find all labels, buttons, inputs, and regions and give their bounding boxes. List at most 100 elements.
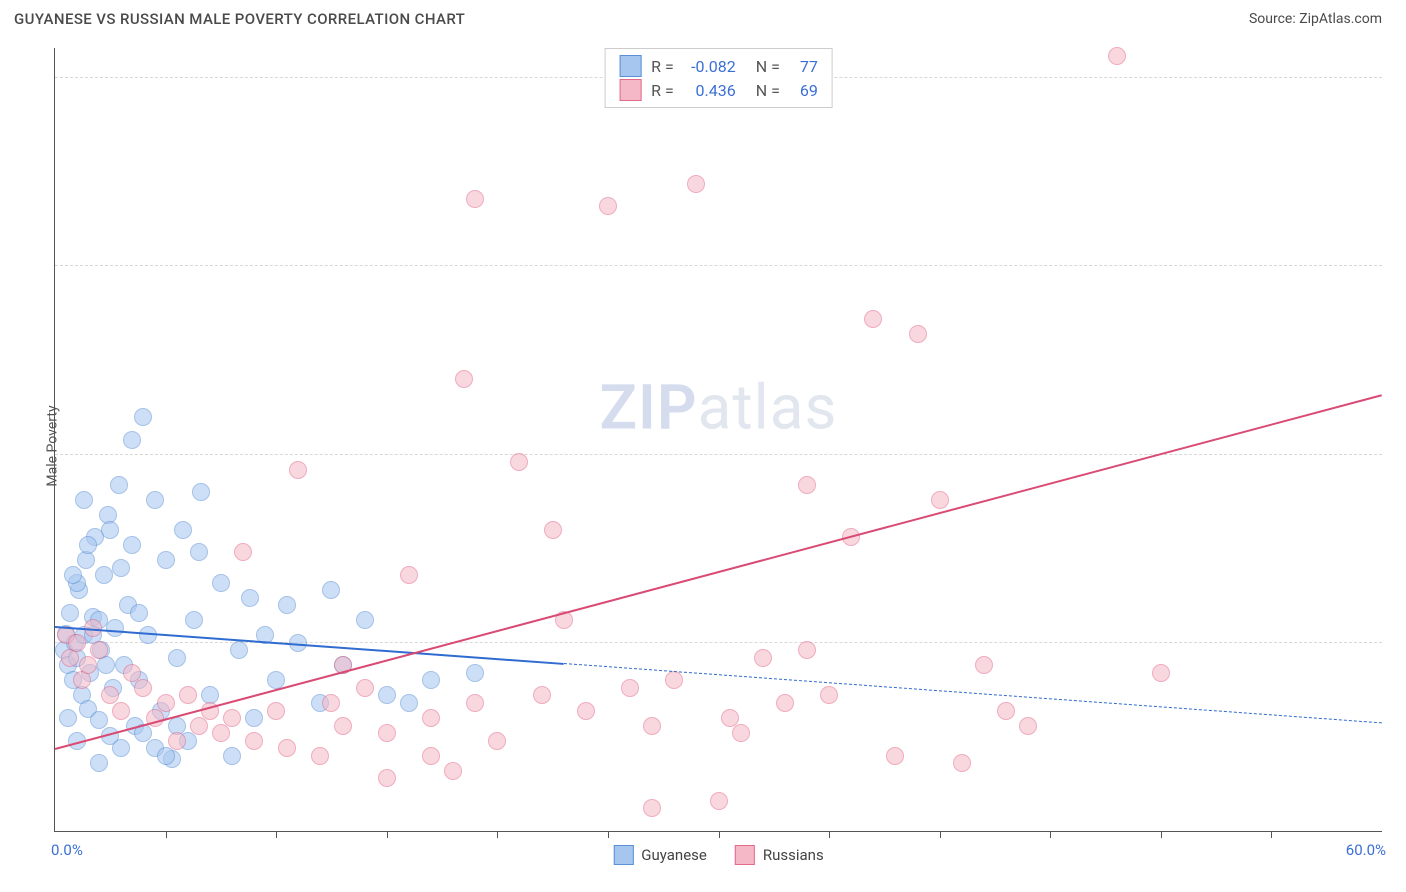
data-point <box>110 476 128 494</box>
data-point <box>1108 47 1126 65</box>
data-point <box>798 641 816 659</box>
legend-label: Guyanese <box>641 846 707 864</box>
data-point <box>643 717 661 735</box>
gridline <box>55 454 1382 455</box>
data-point <box>245 709 263 727</box>
data-point <box>1152 664 1170 682</box>
x-axis-min-label: 0.0% <box>51 841 83 859</box>
chart-title: GUYANESE VS RUSSIAN MALE POVERTY CORRELA… <box>14 10 465 28</box>
data-point <box>190 543 208 561</box>
x-tick <box>276 831 277 838</box>
legend-swatch <box>735 845 755 865</box>
legend-item: Guyanese <box>613 845 707 865</box>
data-point <box>75 491 93 509</box>
data-point <box>157 694 175 712</box>
data-point <box>488 732 506 750</box>
data-point <box>245 732 263 750</box>
data-point <box>174 521 192 539</box>
data-point <box>134 679 152 697</box>
legend-item: Russians <box>735 845 824 865</box>
legend-row: R =-0.082N =77 <box>619 55 818 77</box>
watermark: ZIPatlas <box>600 372 838 445</box>
data-point <box>157 747 175 765</box>
x-axis-max-label: 60.0% <box>1346 841 1386 859</box>
data-point <box>422 671 440 689</box>
data-point <box>146 491 164 509</box>
data-point <box>599 197 617 215</box>
data-point <box>510 453 528 471</box>
x-tick <box>166 831 167 838</box>
data-point <box>168 649 186 667</box>
data-point <box>997 702 1015 720</box>
data-point <box>378 686 396 704</box>
data-point <box>466 694 484 712</box>
y-tick-label: 37.5% <box>1392 239 1406 257</box>
data-point <box>909 325 927 343</box>
scatter-plot: ZIPatlas R =-0.082N =77R =0.436N =69 Guy… <box>54 48 1382 832</box>
data-point <box>123 431 141 449</box>
legend-r-label: R = <box>651 81 674 100</box>
data-point <box>185 611 203 629</box>
data-point <box>212 574 230 592</box>
data-point <box>278 596 296 614</box>
x-tick <box>1271 831 1272 838</box>
data-point <box>721 709 739 727</box>
data-point <box>687 175 705 193</box>
data-point <box>234 543 252 561</box>
data-point <box>267 702 285 720</box>
data-point <box>466 190 484 208</box>
data-point <box>95 566 113 584</box>
legend-swatch <box>619 79 641 101</box>
legend-row: R = 0.436 N = 69 <box>619 79 818 101</box>
data-point <box>168 732 186 750</box>
data-point <box>90 754 108 772</box>
trend-line <box>564 663 1382 723</box>
data-point <box>190 717 208 735</box>
data-point <box>79 656 97 674</box>
source-label: Source: ZipAtlas.com <box>1249 11 1382 27</box>
data-point <box>64 566 82 584</box>
legend-swatch <box>619 55 641 77</box>
data-point <box>444 762 462 780</box>
legend-n-label: N = <box>756 81 780 100</box>
legend-n-value: 77 <box>790 57 818 76</box>
data-point <box>230 641 248 659</box>
data-point <box>61 604 79 622</box>
data-point <box>130 604 148 622</box>
y-tick-label: 12.5% <box>1392 616 1406 634</box>
data-point <box>134 408 152 426</box>
data-point <box>278 739 296 757</box>
x-tick <box>829 831 830 838</box>
data-point <box>533 686 551 704</box>
data-point <box>157 551 175 569</box>
data-point <box>59 709 77 727</box>
data-point <box>643 799 661 817</box>
series-legend: Guyanese Russians <box>613 845 823 865</box>
data-point <box>577 702 595 720</box>
data-point <box>322 581 340 599</box>
x-tick <box>497 831 498 838</box>
data-point <box>179 686 197 704</box>
data-point <box>400 566 418 584</box>
data-point <box>864 310 882 328</box>
data-point <box>931 491 949 509</box>
data-point <box>90 711 108 729</box>
correlation-legend: R =-0.082N =77R =0.436N =69 <box>604 48 833 108</box>
data-point <box>241 589 259 607</box>
gridline <box>55 265 1382 266</box>
data-point <box>356 679 374 697</box>
legend-label: Russians <box>763 846 824 864</box>
data-point <box>544 521 562 539</box>
data-point <box>754 649 772 667</box>
data-point <box>334 717 352 735</box>
data-point <box>422 747 440 765</box>
data-point <box>223 747 241 765</box>
legend-r-value: 0.436 <box>684 81 736 100</box>
data-point <box>123 536 141 554</box>
legend-n-value: 69 <box>790 81 818 100</box>
data-point <box>289 461 307 479</box>
x-tick <box>1161 831 1162 838</box>
data-point <box>732 724 750 742</box>
legend-n-label: N = <box>756 57 780 76</box>
data-point <box>466 664 484 682</box>
